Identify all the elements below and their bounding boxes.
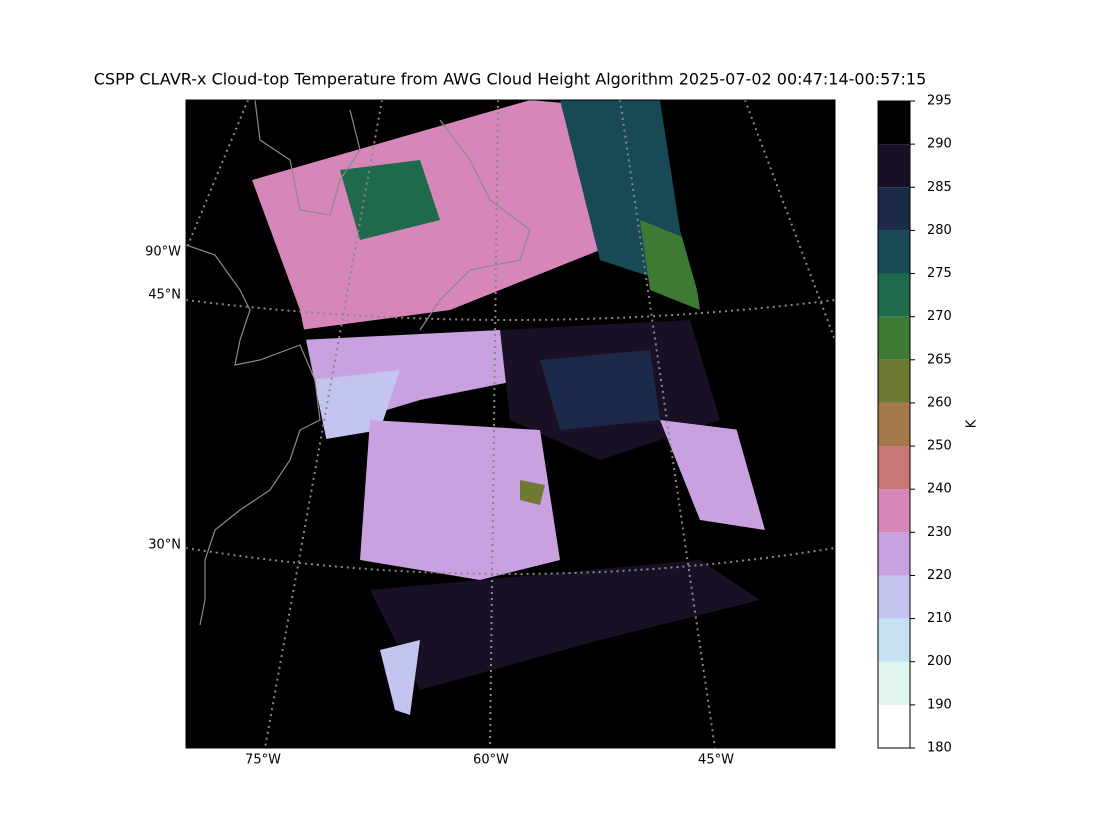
tick-label: 200	[927, 654, 952, 669]
tick-label: 270	[927, 309, 952, 324]
tick-label: 290	[927, 137, 952, 152]
colorbar-segment	[878, 316, 910, 360]
tick-label: 280	[927, 223, 952, 238]
map-frame	[185, 99, 836, 749]
colorbar-segment	[878, 532, 910, 576]
colorbar-segment	[878, 402, 910, 447]
tick-label: 260	[927, 395, 952, 410]
lat-label: 45°N	[148, 288, 181, 303]
colorbar-segment	[878, 101, 910, 145]
title: CSPP CLAVR-x Cloud-top Temperature from …	[94, 70, 927, 89]
tick-label: 210	[927, 611, 952, 626]
colorbar-segment	[878, 144, 910, 188]
colorbar-segment	[878, 446, 910, 490]
lat-label: 30°N	[148, 538, 181, 553]
colorbar-label: K	[965, 419, 980, 428]
cloud	[380, 640, 420, 715]
cloud	[660, 420, 765, 530]
grid-line	[186, 547, 835, 575]
colorbar-segment	[878, 575, 910, 619]
coastline	[186, 244, 321, 626]
grid-line	[264, 100, 383, 748]
coastline	[254, 100, 361, 216]
tick-label: 250	[927, 439, 952, 454]
cloud	[252, 100, 640, 330]
lon-label: 60°W	[473, 753, 509, 768]
lon-label: 45°W	[698, 753, 734, 768]
colorbar-segment	[878, 187, 910, 231]
colorbar-segment	[878, 273, 910, 317]
tick-label: 230	[927, 525, 952, 540]
tick-label: 265	[927, 352, 952, 367]
colorbar: 180 190 200 210 220 230 240 250 260 265 270 275 280 2…	[877, 94, 952, 756]
colorbar-segment	[878, 661, 910, 705]
tick-label: 180	[927, 741, 952, 756]
grid-line	[744, 100, 835, 341]
colorbar-segment	[878, 704, 910, 748]
lon-label: 90°W	[145, 245, 181, 260]
grid-line	[186, 299, 835, 321]
tick-label: 285	[927, 180, 952, 195]
colorbar-segment	[878, 489, 910, 533]
colorbar-segment	[878, 359, 910, 403]
cloud	[340, 160, 440, 240]
colorbar-frame	[877, 100, 911, 749]
cloud	[520, 480, 545, 505]
tick-label: 295	[927, 94, 952, 109]
grid-line	[489, 100, 499, 748]
colorbar-segment	[878, 618, 910, 662]
grid-line	[619, 100, 716, 748]
tick-label: 240	[927, 482, 952, 497]
cloud	[360, 420, 560, 580]
cloud	[540, 350, 660, 430]
lon-label: 75°W	[245, 753, 281, 768]
coastline	[419, 119, 531, 331]
tick-label: 220	[927, 568, 952, 583]
cloud	[370, 560, 760, 690]
colorbar-segment	[878, 230, 910, 274]
tick-label: 275	[927, 266, 952, 281]
tick-label: 190	[927, 697, 952, 712]
